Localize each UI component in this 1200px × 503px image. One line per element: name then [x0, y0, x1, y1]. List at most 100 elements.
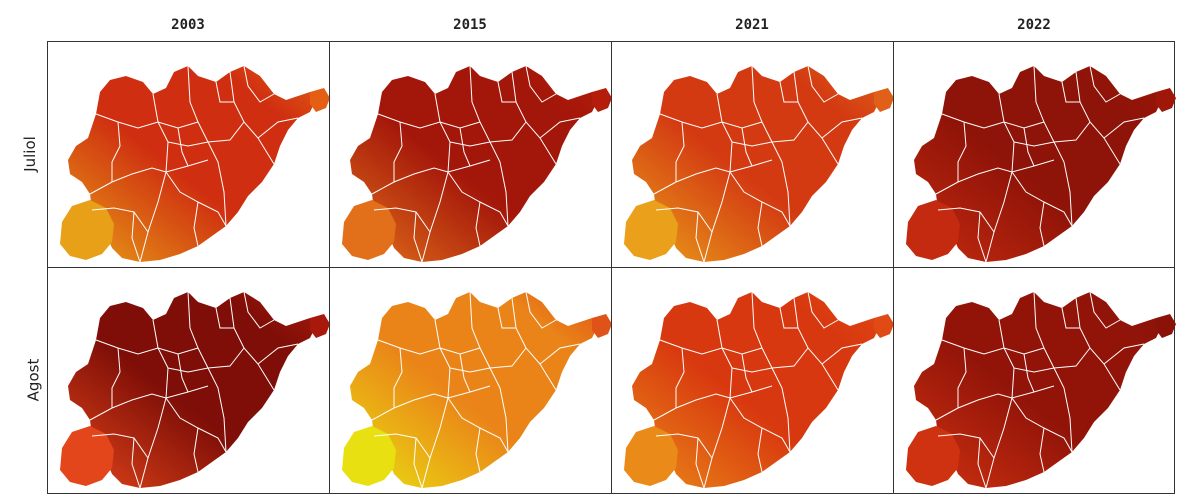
- district-boundary: [731, 141, 773, 147]
- grid-divider: [48, 267, 1174, 268]
- city-map: [624, 291, 894, 489]
- west-district: [624, 200, 678, 260]
- district-boundary: [1013, 367, 1055, 373]
- district-boundary: [1023, 127, 1035, 167]
- city-map: [906, 291, 1176, 489]
- district-boundary: [377, 339, 481, 355]
- year-header-2015: 2015: [453, 17, 487, 33]
- west-district: [906, 200, 960, 260]
- city-region: [68, 66, 316, 262]
- district-boundary: [167, 367, 209, 373]
- district-boundary: [475, 201, 481, 247]
- map-panel-juliol-2003: [48, 42, 330, 268]
- district-boundary: [257, 117, 299, 139]
- district-boundary: [111, 347, 121, 408]
- district-boundary: [771, 121, 809, 143]
- district-boundary: [449, 367, 491, 373]
- district-boundary: [675, 121, 685, 182]
- coastal-district: [874, 314, 894, 338]
- district-boundary: [957, 121, 967, 182]
- map-panel-juliol-2021: [612, 42, 894, 268]
- district-boundary: [243, 291, 275, 329]
- west-district: [342, 426, 396, 486]
- district-boundary: [177, 353, 189, 393]
- district-boundary: [243, 65, 275, 103]
- coastal-district: [592, 88, 612, 112]
- coastal-district: [1156, 88, 1176, 112]
- city-region: [632, 292, 880, 488]
- district-boundary: [821, 343, 863, 365]
- west-district: [342, 200, 396, 260]
- map-panel-agost-2021: [612, 268, 894, 494]
- city-region: [914, 292, 1162, 488]
- district-boundary: [177, 127, 189, 167]
- city-region: [632, 66, 880, 262]
- west-district: [624, 426, 678, 486]
- district-boundary: [193, 427, 199, 473]
- district-boundary: [1061, 81, 1080, 103]
- district-boundary: [207, 121, 245, 143]
- district-boundary: [937, 207, 995, 233]
- district-boundary: [1013, 141, 1055, 147]
- district-boundary: [695, 437, 705, 489]
- district-boundary: [111, 121, 121, 182]
- district-boundary: [821, 117, 863, 139]
- coastal-district: [592, 314, 612, 338]
- district-boundary: [1039, 201, 1045, 247]
- district-boundary: [941, 113, 1045, 129]
- district-boundary: [757, 427, 763, 473]
- district-boundary: [413, 211, 423, 263]
- district-boundary: [91, 207, 149, 233]
- district-boundary: [393, 121, 403, 182]
- district-boundary: [95, 113, 199, 129]
- district-boundary: [1061, 307, 1080, 329]
- map-grid: [47, 41, 1176, 494]
- district-boundary: [1089, 65, 1121, 103]
- district-boundary: [167, 141, 209, 147]
- district-boundary: [459, 353, 471, 393]
- year-header-2022: 2022: [1017, 17, 1051, 33]
- map-panel-juliol-2015: [330, 42, 612, 268]
- city-region: [914, 66, 1162, 262]
- district-boundary: [1103, 343, 1145, 365]
- year-header-2003: 2003: [171, 17, 205, 33]
- district-boundary: [373, 207, 431, 233]
- district-boundary: [207, 347, 245, 369]
- district-boundary: [741, 127, 753, 167]
- district-boundary: [215, 307, 234, 329]
- district-boundary: [1039, 427, 1045, 473]
- city-region: [68, 292, 316, 488]
- district-boundary: [497, 307, 516, 329]
- west-district: [60, 426, 114, 486]
- district-boundary: [131, 437, 141, 489]
- district-boundary: [257, 343, 299, 365]
- city-map: [342, 65, 612, 263]
- district-boundary: [131, 211, 141, 263]
- district-boundary: [1053, 121, 1091, 143]
- city-map: [906, 65, 1176, 263]
- district-boundary: [489, 347, 527, 369]
- district-boundary: [779, 307, 798, 329]
- district-boundary: [489, 121, 527, 143]
- district-boundary: [459, 127, 471, 167]
- district-boundary: [1053, 347, 1091, 369]
- district-boundary: [91, 433, 149, 459]
- coastal-district: [310, 314, 330, 338]
- district-boundary: [1089, 291, 1121, 329]
- district-boundary: [193, 201, 199, 247]
- district-boundary: [377, 113, 481, 129]
- district-boundary: [539, 343, 581, 365]
- city-region: [350, 292, 598, 488]
- district-boundary: [779, 81, 798, 103]
- district-boundary: [807, 65, 839, 103]
- city-map: [60, 291, 330, 489]
- district-boundary: [373, 433, 431, 459]
- district-boundary: [977, 437, 987, 489]
- district-boundary: [937, 433, 995, 459]
- district-boundary: [941, 339, 1045, 355]
- district-boundary: [475, 427, 481, 473]
- district-boundary: [95, 339, 199, 355]
- district-boundary: [497, 81, 516, 103]
- district-boundary: [525, 291, 557, 329]
- district-boundary: [771, 347, 809, 369]
